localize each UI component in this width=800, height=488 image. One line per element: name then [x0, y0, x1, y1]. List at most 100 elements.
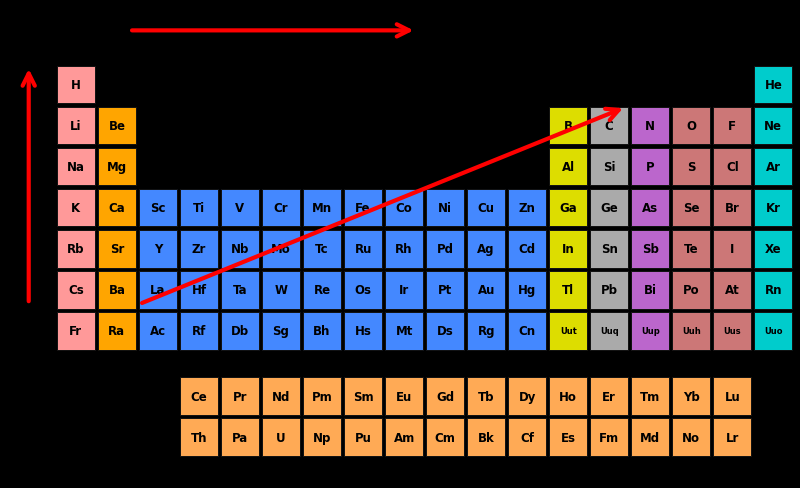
- Text: Rh: Rh: [395, 243, 413, 256]
- Text: Ga: Ga: [559, 202, 577, 215]
- Text: Mn: Mn: [312, 202, 332, 215]
- Bar: [344, 271, 382, 309]
- Bar: [631, 419, 669, 456]
- Bar: [754, 148, 792, 186]
- Text: Ge: Ge: [600, 202, 618, 215]
- Text: Tm: Tm: [640, 390, 660, 403]
- Bar: [98, 312, 136, 350]
- Text: Sn: Sn: [601, 243, 618, 256]
- Bar: [714, 378, 751, 415]
- Bar: [386, 312, 423, 350]
- Text: No: No: [682, 431, 700, 444]
- Text: Cd: Cd: [518, 243, 536, 256]
- Text: Th: Th: [190, 431, 207, 444]
- Text: Er: Er: [602, 390, 616, 403]
- Bar: [57, 148, 94, 186]
- Bar: [590, 378, 628, 415]
- Text: Bk: Bk: [478, 431, 494, 444]
- Bar: [180, 271, 218, 309]
- Bar: [550, 189, 587, 227]
- Bar: [550, 378, 587, 415]
- Bar: [714, 312, 751, 350]
- Bar: [590, 271, 628, 309]
- Text: Gd: Gd: [436, 390, 454, 403]
- Text: O: O: [686, 120, 696, 133]
- Text: Ac: Ac: [150, 325, 166, 338]
- Bar: [673, 189, 710, 227]
- Text: Mo: Mo: [271, 243, 291, 256]
- Text: Ra: Ra: [108, 325, 126, 338]
- Text: Ni: Ni: [438, 202, 452, 215]
- Bar: [550, 271, 587, 309]
- Bar: [180, 419, 218, 456]
- Text: Ho: Ho: [559, 390, 577, 403]
- Bar: [180, 230, 218, 268]
- Bar: [631, 148, 669, 186]
- Text: Hg: Hg: [518, 284, 536, 297]
- Bar: [57, 312, 94, 350]
- Bar: [754, 107, 792, 145]
- Text: Uut: Uut: [560, 326, 577, 335]
- Bar: [139, 312, 177, 350]
- Text: Tc: Tc: [315, 243, 329, 256]
- Text: Ce: Ce: [190, 390, 207, 403]
- Bar: [714, 271, 751, 309]
- Bar: [673, 230, 710, 268]
- Text: Al: Al: [562, 161, 574, 174]
- Bar: [386, 419, 423, 456]
- Bar: [344, 378, 382, 415]
- Bar: [98, 189, 136, 227]
- Text: Fm: Fm: [599, 431, 619, 444]
- Text: Pr: Pr: [233, 390, 247, 403]
- Text: Bi: Bi: [644, 284, 657, 297]
- Text: Te: Te: [684, 243, 698, 256]
- Bar: [303, 230, 341, 268]
- Bar: [180, 189, 218, 227]
- Bar: [344, 230, 382, 268]
- Bar: [386, 271, 423, 309]
- Bar: [386, 189, 423, 227]
- Text: Yb: Yb: [683, 390, 700, 403]
- Bar: [754, 271, 792, 309]
- Text: Au: Au: [478, 284, 495, 297]
- Bar: [754, 189, 792, 227]
- Text: Lr: Lr: [726, 431, 739, 444]
- Bar: [467, 230, 505, 268]
- Text: Xe: Xe: [765, 243, 782, 256]
- Bar: [139, 230, 177, 268]
- Text: Tb: Tb: [478, 390, 494, 403]
- Text: Ca: Ca: [109, 202, 126, 215]
- Text: Mg: Mg: [107, 161, 127, 174]
- Text: Ti: Ti: [193, 202, 205, 215]
- Text: Ag: Ag: [478, 243, 495, 256]
- Text: Rg: Rg: [478, 325, 495, 338]
- Bar: [631, 189, 669, 227]
- Text: V: V: [235, 202, 245, 215]
- Bar: [344, 312, 382, 350]
- Bar: [221, 378, 259, 415]
- Text: Po: Po: [683, 284, 699, 297]
- Bar: [590, 312, 628, 350]
- Bar: [550, 148, 587, 186]
- Bar: [590, 230, 628, 268]
- Text: Cs: Cs: [68, 284, 84, 297]
- Text: Uus: Uus: [723, 326, 741, 335]
- Text: Hf: Hf: [191, 284, 206, 297]
- Text: Sb: Sb: [642, 243, 658, 256]
- Text: In: In: [562, 243, 574, 256]
- Text: H: H: [71, 79, 81, 92]
- Bar: [426, 230, 464, 268]
- Text: Rf: Rf: [192, 325, 206, 338]
- Text: Uuq: Uuq: [600, 326, 618, 335]
- Bar: [673, 378, 710, 415]
- Bar: [508, 378, 546, 415]
- Bar: [221, 230, 259, 268]
- Text: At: At: [725, 284, 740, 297]
- Text: La: La: [150, 284, 166, 297]
- Bar: [98, 271, 136, 309]
- Text: W: W: [274, 284, 287, 297]
- Bar: [714, 189, 751, 227]
- Text: K: K: [71, 202, 81, 215]
- Bar: [508, 271, 546, 309]
- Text: C: C: [605, 120, 614, 133]
